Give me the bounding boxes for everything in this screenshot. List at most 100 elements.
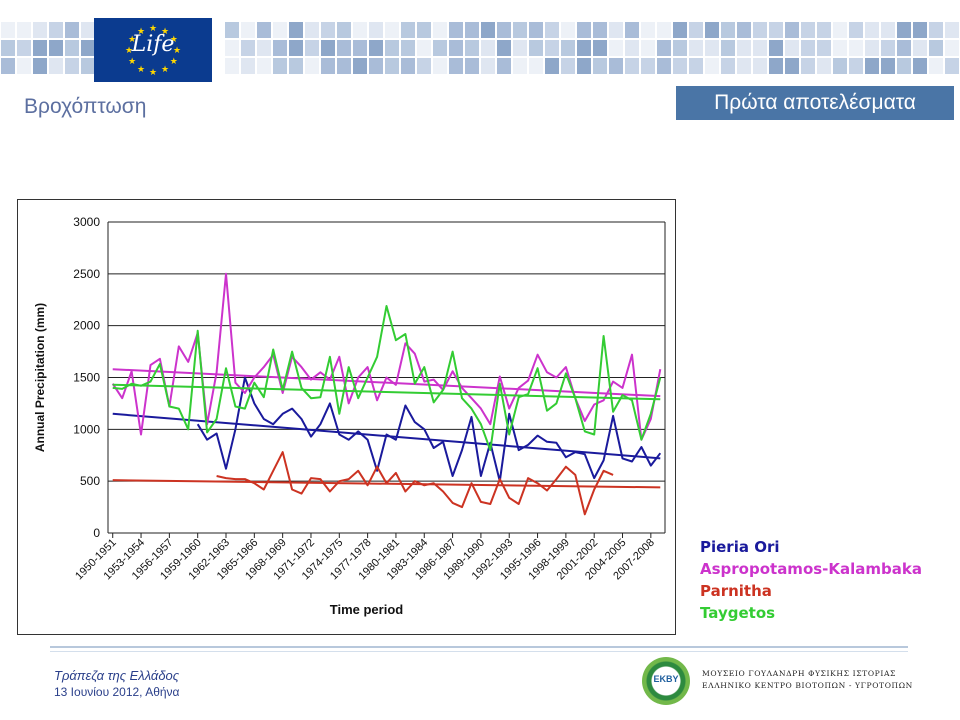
mosaic-tile [385,22,399,38]
mosaic-tile [65,22,79,38]
mosaic-tile [369,22,383,38]
mosaic-tile [625,40,639,56]
mosaic-tile [81,40,95,56]
mosaic-tile [897,22,911,38]
eu-star-icon: ★ [161,65,169,75]
mosaic-tile [689,58,703,74]
eu-star-icon: ★ [128,57,136,67]
mosaic-tile [369,58,383,74]
mosaic-tile [337,58,351,74]
mosaic-tile [929,40,943,56]
mosaic-tile [257,58,271,74]
mosaic-tile [305,22,319,38]
organization-name-line2: ΕΛΛΗΝΙΚΟ ΚΕΝΤΡΟ ΒΙΟΤΟΠΩΝ - ΥΓΡΟΤΟΠΩΝ [702,681,913,690]
mosaic-tile [641,22,655,38]
mosaic-tile [897,58,911,74]
mosaic-tile [1,22,15,38]
eu-star-icon: ★ [137,27,145,37]
mosaic-tile [849,40,863,56]
mosaic-tile [385,40,399,56]
mosaic-tile [241,22,255,38]
mosaic-tile [273,58,287,74]
mosaic-tile [593,58,607,74]
mosaic-tile [321,40,335,56]
y-tick-label: 1500 [73,371,100,385]
mosaic-tile [1,58,15,74]
mosaic-tile [945,58,959,74]
mosaic-tile [785,58,799,74]
mosaic-tile [513,40,527,56]
mosaic-tile [81,58,95,74]
trend-line-pieria-ori [112,412,661,460]
organization-name-line1: ΜΟΥΣΕΙΟ ΓΟΥΛΑΝΔΡΗ ΦΥΣΙΚΗΣ ΙΣΤΟΡΙΑΣ [702,669,897,678]
eu-star-icon: ★ [173,46,181,56]
mosaic-tile [929,58,943,74]
mosaic-tile [737,58,751,74]
mosaic-tile [49,40,63,56]
eu-star-icon: ★ [137,65,145,75]
mosaic-tile [497,58,511,74]
mosaic-tile [417,58,431,74]
mosaic-tile [753,58,767,74]
mosaic-tile [273,40,287,56]
mosaic-tile [577,40,591,56]
mosaic-tile [497,22,511,38]
mosaic-tile [33,22,47,38]
mosaic-tile [465,40,479,56]
ekby-logo-text: EKBY [653,674,679,684]
mosaic-tile [321,22,335,38]
mosaic-tile [705,58,719,74]
mosaic-tile [225,40,239,56]
y-tick-label: 2500 [73,267,100,281]
mosaic-tile [449,58,463,74]
mosaic-tile [865,22,879,38]
eu-star-icon: ★ [161,27,169,37]
trend-line-aspropotamos-kalambaka [112,368,661,398]
mosaic-tile [689,40,703,56]
mosaic-tile [241,58,255,74]
eu-star-icon: ★ [125,46,133,56]
eu-star-icon: ★ [128,35,136,45]
mosaic-tile [401,58,415,74]
mosaic-tile [817,40,831,56]
mosaic-tile [945,40,959,56]
mosaic-tile [449,40,463,56]
mosaic-tile [497,40,511,56]
y-tick-label: 0 [93,526,100,540]
mosaic-tile [417,40,431,56]
mosaic-tile [481,40,495,56]
mosaic-tile [353,58,367,74]
trend-line-taygetos [112,383,661,401]
mosaic-pattern [1,22,959,74]
mosaic-tile [673,40,687,56]
y-tick-label: 1000 [73,422,100,436]
mosaic-tile [721,22,735,38]
mosaic-tile [289,40,303,56]
mosaic-tile [337,40,351,56]
mosaic-tile [513,58,527,74]
mosaic-tile [81,22,95,38]
mosaic-tile [225,22,239,38]
y-axis-label: Annual Precipitation (mm) [33,303,47,452]
mosaic-tile [625,58,639,74]
mosaic-tile [913,58,927,74]
mosaic-tile [833,58,847,74]
mosaic-tile [17,58,31,74]
mosaic-tile [625,22,639,38]
mosaic-tile [769,58,783,74]
mosaic-tile [737,40,751,56]
mosaic-tile [305,58,319,74]
mosaic-tile [817,22,831,38]
mosaic-tile [65,40,79,56]
life-logo-text: Life [131,32,175,57]
mosaic-tile [849,58,863,74]
y-tick-label: 500 [80,474,100,488]
mosaic-tile [17,22,31,38]
mosaic-tile [657,40,671,56]
eu-life-logo: ★ ★ ★ ★ ★ ★ ★ ★ ★ ★ ★ ★ Life [94,18,212,82]
y-tick-label: 3000 [73,215,100,229]
mosaic-tile [577,58,591,74]
mosaic-tile [689,22,703,38]
mosaic-tile [673,58,687,74]
mosaic-tile [785,40,799,56]
